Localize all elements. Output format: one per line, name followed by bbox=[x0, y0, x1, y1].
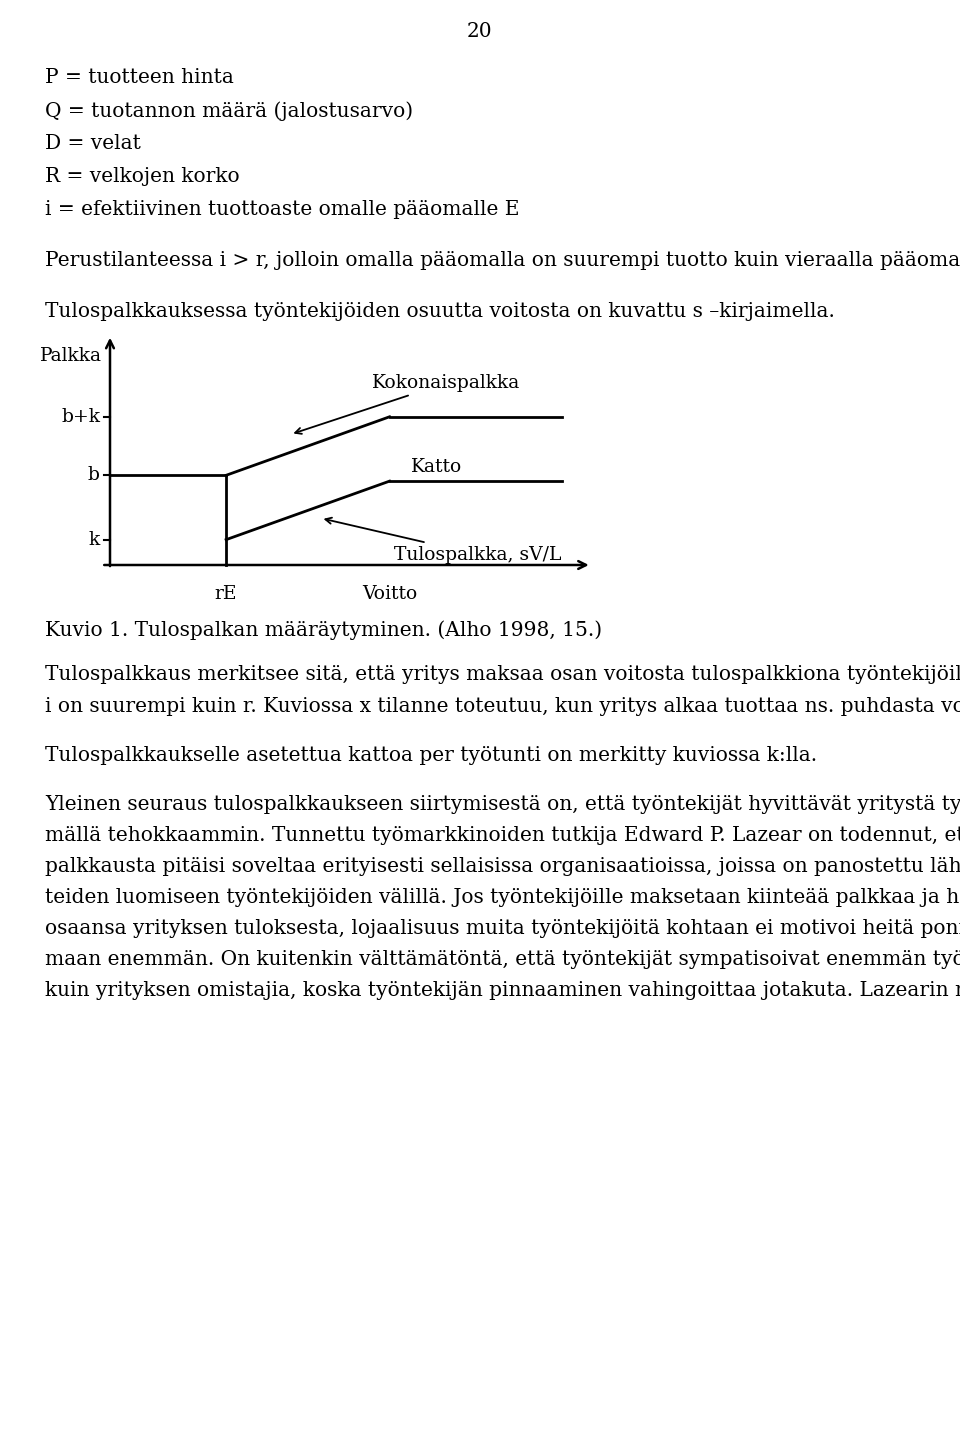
Text: b+k: b+k bbox=[61, 408, 100, 425]
Text: Q = tuotannon määrä (jalostusarvo): Q = tuotannon määrä (jalostusarvo) bbox=[45, 102, 413, 120]
Text: i on suurempi kuin r. Kuviossa x tilanne toteutuu, kun yritys alkaa tuottaa ns. : i on suurempi kuin r. Kuviossa x tilanne… bbox=[45, 696, 960, 715]
Text: maan enemmän. On kuitenkin välttämätöntä, että työntekijät sympatisoivat enemmän: maan enemmän. On kuitenkin välttämätöntä… bbox=[45, 950, 960, 969]
Text: Tulospalkkaukselle asetettua kattoa per työtunti on merkitty kuviossa k:lla.: Tulospalkkaukselle asetettua kattoa per … bbox=[45, 746, 817, 765]
Text: mällä tehokkaammin. Tunnettu työmarkkinoiden tutkija Edward P. Lazear on todennu: mällä tehokkaammin. Tunnettu työmarkkino… bbox=[45, 826, 960, 844]
Text: rE: rE bbox=[215, 585, 237, 604]
Text: b: b bbox=[88, 466, 100, 485]
Text: kuin yrityksen omistajia, koska työntekijän pinnaaminen vahingoittaa jotakuta. L: kuin yrityksen omistajia, koska työnteki… bbox=[45, 981, 960, 1000]
Text: Kuvio 1. Tulospalkan määräytyminen. (Alho 1998, 15.): Kuvio 1. Tulospalkan määräytyminen. (Alh… bbox=[45, 620, 602, 640]
Text: osaansa yrityksen tuloksesta, lojaalisuus muita työntekijöitä kohtaan ei motivoi: osaansa yrityksen tuloksesta, lojaalisuu… bbox=[45, 918, 960, 939]
Text: Palkka: Palkka bbox=[40, 347, 102, 364]
Text: Katto: Katto bbox=[411, 459, 463, 476]
Text: teiden luomiseen työntekijöiden välillä. Jos työntekijöille maksetaan kiinteää p: teiden luomiseen työntekijöiden välillä.… bbox=[45, 888, 960, 907]
Text: Kokonaispalkka: Kokonaispalkka bbox=[295, 374, 520, 434]
Text: k: k bbox=[88, 531, 100, 548]
Text: R = velkojen korko: R = velkojen korko bbox=[45, 167, 240, 186]
Text: Voitto: Voitto bbox=[362, 585, 418, 604]
Text: Perustilanteessa i > r, jolloin omalla pääomalla on suurempi tuotto kuin vieraal: Perustilanteessa i > r, jolloin omalla p… bbox=[45, 251, 960, 270]
Text: Tulospalkka, sV/L: Tulospalkka, sV/L bbox=[325, 518, 562, 563]
Text: Tulospalkkauksessa työntekijöiden osuutta voitosta on kuvattu s –kirjaimella.: Tulospalkkauksessa työntekijöiden osuutt… bbox=[45, 302, 835, 321]
Text: i = efektiivinen tuottoaste omalle pääomalle E: i = efektiivinen tuottoaste omalle pääom… bbox=[45, 200, 519, 219]
Text: Tulospalkkaus merkitsee sitä, että yritys maksaa osan voitosta tulospalkkiona ty: Tulospalkkaus merkitsee sitä, että yrity… bbox=[45, 665, 960, 683]
Text: Yleinen seuraus tulospalkkaukseen siirtymisestä on, että työntekijät hyvittävät : Yleinen seuraus tulospalkkaukseen siirty… bbox=[45, 795, 960, 814]
Text: palkkausta pitäisi soveltaa erityisesti sellaisissa organisaatioissa, joissa on : palkkausta pitäisi soveltaa erityisesti … bbox=[45, 858, 960, 876]
Text: 20: 20 bbox=[468, 22, 492, 41]
Text: P = tuotteen hinta: P = tuotteen hinta bbox=[45, 68, 234, 87]
Text: D = velat: D = velat bbox=[45, 133, 141, 152]
